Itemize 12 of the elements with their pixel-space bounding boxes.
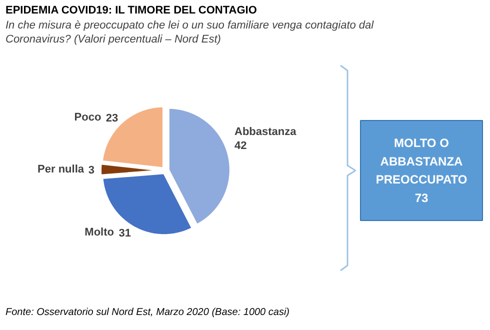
chart-title: EPIDEMIA COVID19: IL TIMORE DEL CONTAGIO [6,4,258,16]
source-note: Fonte: Osservatorio sul Nord Est, Marzo 2020 (Base: 1000 casi) [6,307,290,318]
data-label: 3 [88,164,95,176]
text: MOLTO O ABBASTANZA PREOCCUPATO 73 [376,136,468,205]
data-label: 31 [118,228,131,240]
chart-subtitle: In che misura è preoccupato che lei o un suo familiare venga contagiato dal Coronavirus? (Valori percentuali – Nord Est) [6,20,374,46]
data-label: 23 [106,112,118,125]
slice-label: Poco [74,112,102,124]
data-label: 42 [234,140,247,152]
slice-label: Abbastanza [234,126,298,138]
slice-label: Molto [84,226,114,239]
slice-label: Per nulla [38,163,85,176]
